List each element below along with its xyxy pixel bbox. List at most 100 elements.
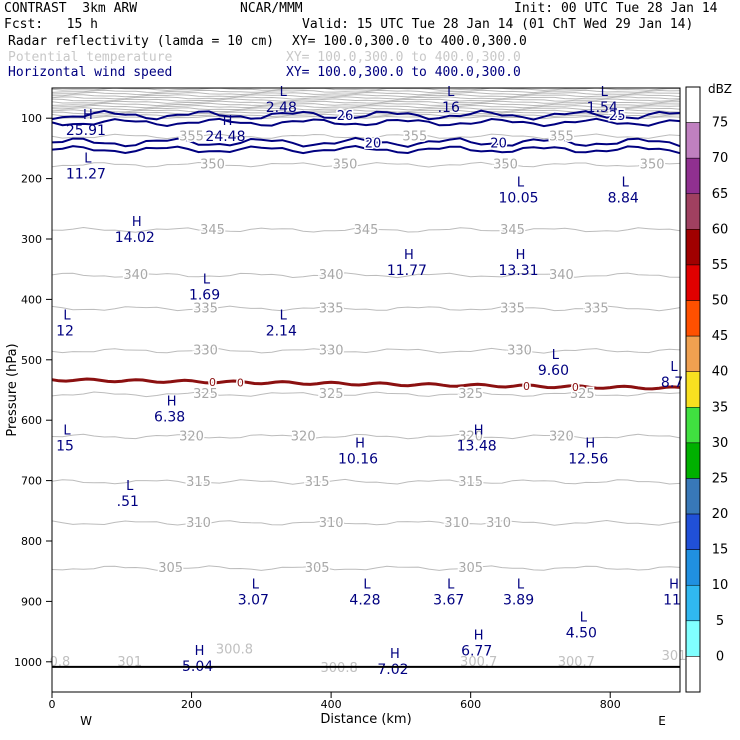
theta-label: 330 (507, 344, 532, 359)
x-axis-label: Distance (km) (320, 712, 411, 727)
extremum-value: 9.60 (538, 363, 569, 379)
theta-label: 320 (458, 430, 483, 445)
y-tick-label: 900 (21, 595, 42, 608)
extremum-value: 12 (56, 324, 74, 340)
theta-contour-upper (51, 91, 681, 96)
colorbar-segment (685, 442, 701, 479)
field-name-wind: Horizontal wind speed (8, 65, 173, 80)
y-tick-label: 100 (21, 112, 42, 125)
theta-contour-upper (51, 87, 681, 91)
theta-label: 350 (200, 158, 225, 173)
extremum-value: 8.84 (608, 191, 639, 207)
y-tick-label: 400 (21, 293, 42, 306)
y-tick-label: 800 (21, 535, 42, 548)
theta-label: 305 (458, 561, 483, 576)
theta-contour-upper (51, 102, 681, 107)
extremum-marker: H (474, 629, 484, 644)
colorbar-segment (685, 584, 701, 622)
y-tick-label: 1000 (14, 656, 42, 669)
theta-label: 325 (193, 387, 218, 402)
field-xy-reflectivity: XY= 100.0,300.0 to 400.0,300.0 (292, 34, 527, 49)
extremum-marker: L (622, 176, 630, 191)
theta-label: 315 (458, 475, 483, 490)
theta-contour-upper (51, 98, 681, 102)
extremum-marker: L (280, 85, 288, 100)
extremum-marker: L (363, 577, 371, 592)
reflectivity-zero-contour (51, 377, 681, 391)
extremum-marker: H (167, 394, 177, 409)
theta-label: 325 (570, 387, 595, 402)
extremum-value: 15 (56, 438, 74, 454)
extremum-value: 8.7 (661, 375, 683, 391)
colorbar-label: 45 (712, 329, 729, 344)
theta-label: 335 (193, 301, 218, 316)
surface-theta-label: 301 (662, 649, 687, 664)
colorbar-label: 35 (712, 400, 729, 415)
extremum-value: 3.67 (433, 592, 464, 608)
x-tick-label: 200 (181, 698, 202, 711)
theta-label: 310 (444, 516, 469, 531)
theta-label: 355 (549, 129, 574, 144)
extremum-value: 2.14 (266, 324, 297, 340)
extremum-marker: H (195, 644, 205, 659)
extremum-value: 4.50 (566, 626, 597, 642)
theta-label: 350 (640, 158, 665, 173)
theta-contour-330 (51, 347, 681, 354)
theta-label: 345 (354, 223, 379, 238)
reflectivity-label: 0 (523, 380, 530, 393)
colorbar-segment (685, 513, 701, 550)
theta-contour-340 (51, 272, 681, 279)
extremum-marker: L (63, 423, 71, 438)
theta-label: 330 (319, 344, 344, 359)
theta-label: 350 (333, 158, 358, 173)
colorbar-label: 50 (712, 294, 729, 309)
field-xy-wind: XY= 100.0,300.0 to 400.0,300.0 (286, 65, 521, 80)
theta-label: 345 (500, 223, 525, 238)
colorbar-label: 60 (712, 222, 729, 237)
theta-contour-315 (51, 478, 681, 485)
extremum-marker: H (390, 647, 400, 662)
theta-label: 350 (493, 158, 518, 173)
theta-label: 325 (319, 387, 344, 402)
extremum-marker: H (669, 577, 679, 592)
x-tick-label: 800 (600, 698, 621, 711)
theta-contour-upper (52, 94, 681, 98)
theta-label: 305 (158, 561, 183, 576)
y-axis-label: Pressure (hPa) (5, 343, 20, 436)
colorbar-label: 10 (712, 578, 729, 593)
colorbar-segment (685, 549, 701, 586)
west-label: W (80, 714, 92, 728)
colorbar-label: 30 (712, 436, 729, 451)
theta-label: 340 (123, 268, 148, 283)
theta-contour-320 (51, 433, 681, 440)
colorbar-label: 0 (716, 649, 724, 664)
theta-label: 335 (319, 301, 344, 316)
theta-label: 355 (402, 129, 427, 144)
colorbar-segment (685, 86, 701, 123)
colorbar-segment (685, 193, 701, 230)
extremum-value: 10.05 (498, 191, 538, 207)
colorbar-segment (685, 478, 701, 515)
reflectivity-label: 0 (237, 376, 244, 389)
field-name-theta: Potential temperature (8, 50, 173, 65)
theta-label: 310 (186, 516, 211, 531)
extremum-value: 4.28 (349, 592, 380, 608)
extremum-value: 3.89 (503, 592, 534, 608)
extremum-marker: L (580, 611, 588, 626)
x-tick-label: 600 (460, 698, 481, 711)
wind-contour-20 (51, 136, 681, 148)
y-tick-label: 600 (21, 414, 42, 427)
extremum-marker: L (126, 479, 134, 494)
extremum-marker: H (132, 215, 142, 230)
init-time: Init: 00 UTC Tue 28 Jan 14 (514, 1, 718, 16)
extremum-marker: L (517, 176, 525, 191)
colorbar-segment (685, 620, 701, 657)
theta-label: 320 (549, 430, 574, 445)
extremum-marker: H (404, 248, 414, 263)
extremum-marker: L (447, 577, 455, 592)
x-tick-label: 0 (49, 698, 56, 711)
surface-theta-label: 300.8 (216, 643, 253, 658)
colorbar-segment (685, 229, 701, 266)
theta-label: 340 (319, 268, 344, 283)
